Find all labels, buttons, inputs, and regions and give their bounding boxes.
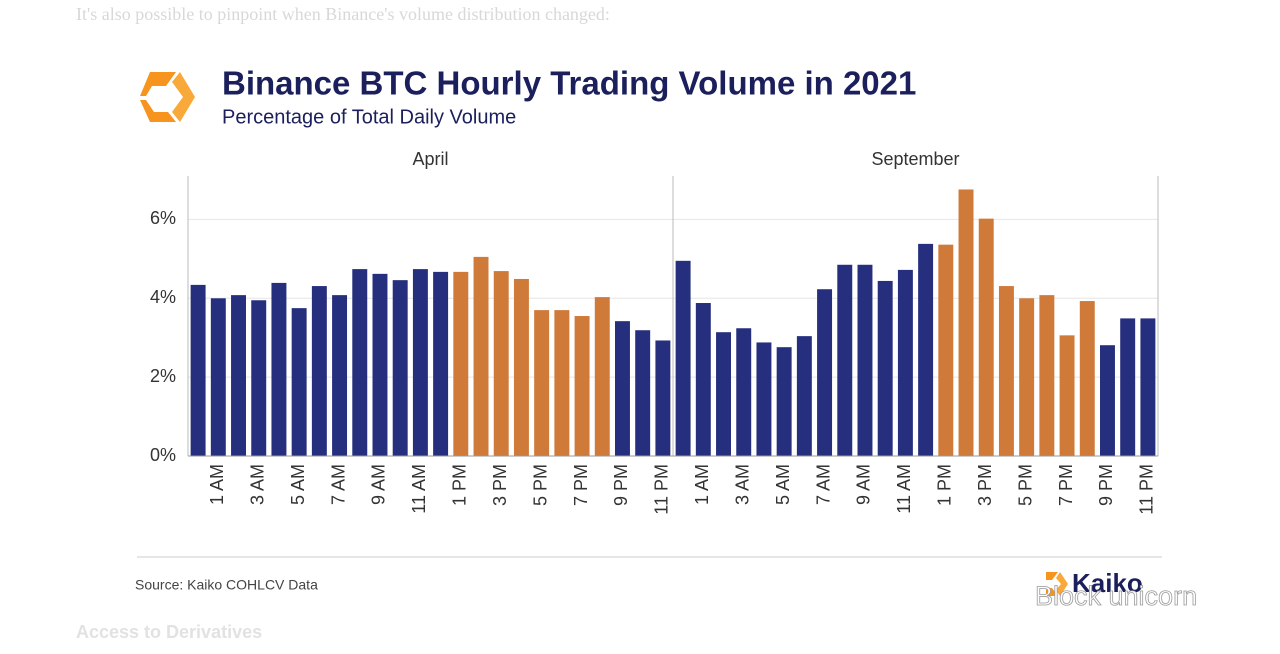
- bar: [897, 269, 913, 456]
- y-tick-label: 4%: [150, 287, 176, 307]
- bar: [554, 310, 570, 456]
- bar: [796, 336, 812, 456]
- x-tick-label: 7 AM: [813, 464, 833, 505]
- bar: [998, 286, 1014, 456]
- bar: [513, 278, 529, 456]
- logo: [140, 72, 195, 122]
- article-text: It's also possible to pinpoint when Bina…: [76, 4, 610, 24]
- x-tick-label: 11 AM: [894, 464, 914, 514]
- bar: [1120, 318, 1136, 456]
- bar: [311, 286, 327, 456]
- bar: [210, 298, 226, 456]
- watermark-icon: [982, 580, 1026, 611]
- x-tick-label: 1 PM: [935, 464, 955, 506]
- bar: [655, 340, 671, 456]
- bar: [412, 269, 428, 456]
- bar: [372, 273, 388, 456]
- bar: [695, 303, 711, 456]
- bar: [615, 321, 630, 456]
- bar: [736, 328, 752, 456]
- bar: [392, 280, 408, 456]
- bar: [534, 310, 550, 456]
- bar: [473, 256, 489, 456]
- bar: [938, 244, 954, 456]
- bar: [594, 297, 610, 456]
- bar: [190, 284, 206, 456]
- bar: [978, 218, 994, 456]
- x-tick-label: 11 PM: [1137, 464, 1157, 515]
- bar: [877, 280, 893, 456]
- bar: [837, 264, 853, 456]
- x-tick-label: 3 PM: [975, 464, 995, 506]
- x-tick-label: 9 AM: [369, 464, 389, 505]
- x-tick-label: 11 PM: [652, 464, 672, 515]
- bar: [251, 300, 267, 456]
- bar: [958, 189, 974, 456]
- x-tick-label: 5 AM: [773, 464, 793, 505]
- x-tick-label: 7 PM: [1056, 464, 1076, 506]
- bar: [918, 243, 934, 456]
- bar: [291, 308, 307, 456]
- x-tick-label: 5 PM: [1015, 464, 1035, 506]
- x-tick-label: 7 AM: [328, 464, 348, 505]
- bar: [433, 271, 449, 456]
- x-tick-label: 1 PM: [450, 464, 470, 506]
- panel-title: April: [412, 149, 448, 169]
- x-tick-label: 1 AM: [692, 464, 712, 505]
- bar: [635, 330, 651, 456]
- bar: [817, 289, 833, 456]
- source-note: Source: Kaiko COHLCV Data: [135, 577, 318, 593]
- brand-logo: [1046, 572, 1068, 596]
- x-tick-label: 5 AM: [288, 464, 308, 505]
- bar: [1079, 301, 1095, 456]
- bar: [453, 271, 469, 456]
- bar: [776, 347, 792, 456]
- y-tick-label: 2%: [150, 366, 176, 386]
- x-tick-label: 5 PM: [530, 464, 550, 506]
- x-tick-label: 9 PM: [611, 464, 631, 506]
- chart-title: Binance BTC Hourly Trading Volume in 202…: [222, 65, 916, 102]
- article-heading: Access to Derivatives: [76, 622, 262, 642]
- bar: [1019, 298, 1035, 456]
- bar: [675, 260, 691, 456]
- watermark: Block unicorn: [1035, 581, 1197, 611]
- bar: [1100, 345, 1115, 456]
- x-tick-label: 3 AM: [732, 464, 752, 505]
- brand-name: Kaiko: [1072, 568, 1143, 598]
- bar: [271, 282, 287, 456]
- x-tick-label: 7 PM: [571, 464, 591, 506]
- bar: [1059, 335, 1075, 456]
- bar: [332, 295, 348, 456]
- x-tick-label: 9 PM: [1096, 464, 1116, 506]
- bar: [857, 264, 873, 456]
- chart-subtitle: Percentage of Total Daily Volume: [222, 106, 516, 128]
- bar: [352, 269, 368, 456]
- bar: [756, 342, 772, 456]
- x-tick-label: 11 AM: [409, 464, 429, 514]
- bar: [716, 332, 731, 456]
- x-tick-label: 9 AM: [854, 464, 874, 505]
- x-tick-label: 1 AM: [207, 464, 227, 505]
- bar: [493, 271, 509, 456]
- panel-title: September: [871, 149, 959, 169]
- x-tick-label: 3 PM: [490, 464, 510, 506]
- x-tick-label: 3 AM: [247, 464, 267, 505]
- bar: [231, 295, 246, 456]
- bar: [1140, 318, 1156, 456]
- y-tick-label: 0%: [150, 445, 176, 465]
- bar: [1039, 295, 1055, 456]
- bar: [574, 316, 590, 456]
- y-tick-label: 6%: [150, 208, 176, 228]
